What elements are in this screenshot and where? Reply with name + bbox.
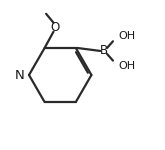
Text: O: O bbox=[50, 21, 60, 34]
Text: B: B bbox=[100, 44, 108, 57]
Text: N: N bbox=[15, 69, 25, 81]
Text: OH: OH bbox=[118, 31, 135, 41]
Text: OH: OH bbox=[118, 61, 135, 71]
